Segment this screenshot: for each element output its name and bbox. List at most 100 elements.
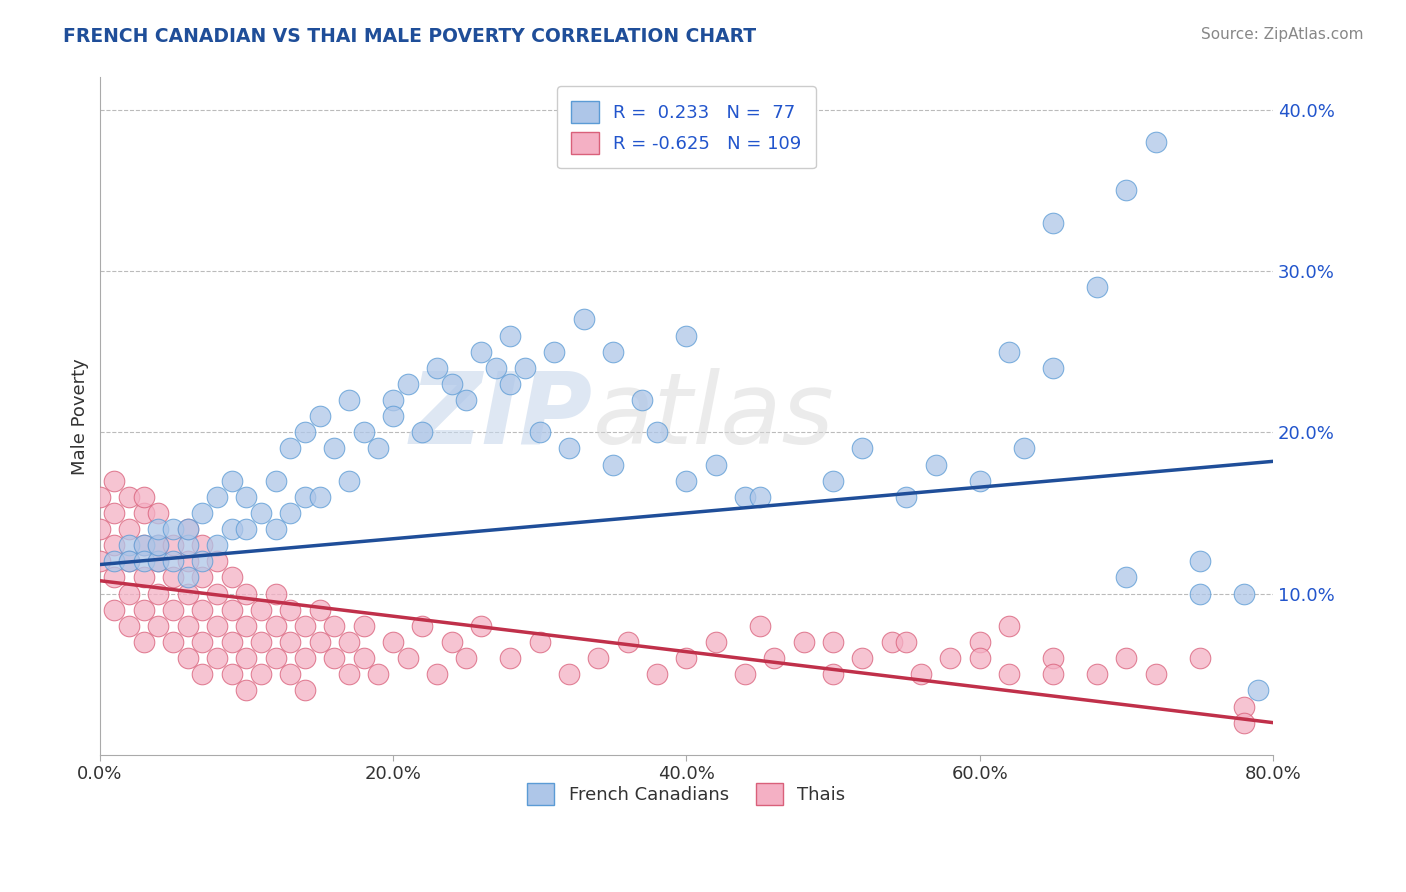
- Point: [132, 603, 155, 617]
- Point: [1188, 586, 1211, 600]
- Point: [132, 490, 155, 504]
- Point: [337, 392, 360, 407]
- Point: [205, 651, 228, 665]
- Point: [148, 506, 170, 520]
- Point: [191, 554, 214, 568]
- Point: [411, 425, 433, 440]
- Point: [734, 667, 756, 681]
- Point: [308, 603, 330, 617]
- Y-axis label: Male Poverty: Male Poverty: [72, 358, 89, 475]
- Point: [440, 376, 463, 391]
- Point: [1233, 715, 1256, 730]
- Point: [998, 667, 1021, 681]
- Point: [250, 603, 273, 617]
- Point: [896, 635, 918, 649]
- Point: [337, 667, 360, 681]
- Point: [89, 490, 111, 504]
- Point: [278, 603, 301, 617]
- Point: [235, 683, 257, 698]
- Point: [558, 667, 581, 681]
- Point: [821, 635, 844, 649]
- Point: [323, 651, 346, 665]
- Point: [221, 603, 243, 617]
- Point: [221, 570, 243, 584]
- Point: [763, 651, 786, 665]
- Point: [250, 667, 273, 681]
- Point: [205, 619, 228, 633]
- Point: [1188, 554, 1211, 568]
- Point: [103, 570, 125, 584]
- Point: [132, 506, 155, 520]
- Point: [969, 635, 991, 649]
- Point: [939, 651, 962, 665]
- Point: [456, 392, 478, 407]
- Point: [148, 522, 170, 536]
- Point: [294, 683, 316, 698]
- Point: [748, 619, 770, 633]
- Point: [191, 506, 214, 520]
- Point: [221, 474, 243, 488]
- Point: [103, 506, 125, 520]
- Point: [118, 554, 141, 568]
- Point: [205, 554, 228, 568]
- Point: [382, 635, 405, 649]
- Point: [558, 442, 581, 456]
- Point: [191, 635, 214, 649]
- Point: [1042, 651, 1064, 665]
- Point: [499, 376, 522, 391]
- Point: [543, 344, 565, 359]
- Point: [176, 522, 198, 536]
- Point: [675, 474, 697, 488]
- Point: [396, 651, 419, 665]
- Point: [1042, 216, 1064, 230]
- Point: [513, 360, 536, 375]
- Point: [1012, 442, 1035, 456]
- Point: [602, 458, 624, 472]
- Point: [924, 458, 946, 472]
- Point: [235, 619, 257, 633]
- Point: [704, 635, 727, 649]
- Point: [118, 619, 141, 633]
- Point: [998, 344, 1021, 359]
- Point: [821, 474, 844, 488]
- Point: [264, 522, 287, 536]
- Point: [205, 586, 228, 600]
- Point: [1115, 651, 1137, 665]
- Point: [250, 506, 273, 520]
- Point: [969, 651, 991, 665]
- Point: [118, 522, 141, 536]
- Point: [278, 506, 301, 520]
- Point: [132, 554, 155, 568]
- Point: [645, 425, 668, 440]
- Point: [1115, 570, 1137, 584]
- Point: [132, 538, 155, 552]
- Point: [103, 554, 125, 568]
- Point: [572, 312, 595, 326]
- Point: [221, 522, 243, 536]
- Point: [176, 619, 198, 633]
- Point: [176, 538, 198, 552]
- Text: FRENCH CANADIAN VS THAI MALE POVERTY CORRELATION CHART: FRENCH CANADIAN VS THAI MALE POVERTY COR…: [63, 27, 756, 45]
- Text: ZIP: ZIP: [409, 368, 592, 465]
- Point: [337, 474, 360, 488]
- Point: [1247, 683, 1270, 698]
- Point: [470, 344, 492, 359]
- Point: [278, 667, 301, 681]
- Point: [264, 619, 287, 633]
- Point: [645, 667, 668, 681]
- Point: [118, 538, 141, 552]
- Point: [367, 442, 389, 456]
- Point: [148, 538, 170, 552]
- Point: [250, 635, 273, 649]
- Point: [499, 328, 522, 343]
- Point: [118, 490, 141, 504]
- Point: [89, 522, 111, 536]
- Point: [382, 409, 405, 424]
- Point: [602, 344, 624, 359]
- Point: [148, 619, 170, 633]
- Point: [191, 570, 214, 584]
- Point: [191, 603, 214, 617]
- Point: [176, 586, 198, 600]
- Point: [440, 635, 463, 649]
- Point: [132, 635, 155, 649]
